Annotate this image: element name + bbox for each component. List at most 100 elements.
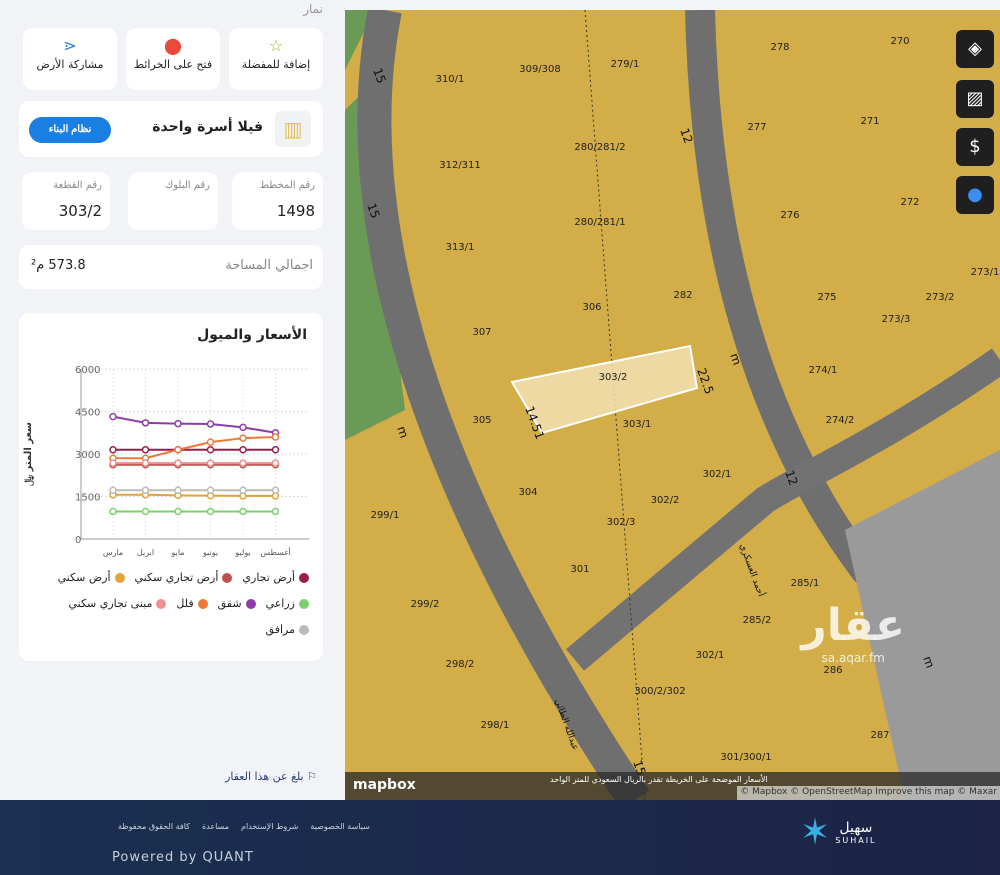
parcel-label: 276 xyxy=(780,210,799,221)
y-tick-label: 3000 xyxy=(75,450,100,461)
label: رقم القطعة xyxy=(53,180,102,191)
parcel-label: 298/2 xyxy=(446,659,475,670)
parcel-label: 285/1 xyxy=(791,578,820,589)
y-axis-label: سعر المتر ﷼ xyxy=(23,422,34,486)
parcel-label: 303/1 xyxy=(623,419,652,430)
x-tick-label: يونيو xyxy=(202,548,218,557)
legend-item[interactable]: مبنى تجاري سكني xyxy=(68,597,167,610)
data-point xyxy=(239,434,247,442)
data-point xyxy=(239,459,247,467)
terms-link[interactable]: شروط الإستخدام xyxy=(240,822,299,831)
report-link[interactable]: ⚐ بلغ عن هذا العقار xyxy=(225,770,317,783)
price-icon[interactable]: $ xyxy=(956,128,994,166)
parcel-label: 270 xyxy=(890,36,909,47)
parcel-label: 302/1 xyxy=(696,650,725,661)
label: رقم المخطط xyxy=(259,180,315,191)
globe-icon[interactable]: ● xyxy=(956,176,994,214)
street-label: 15 xyxy=(364,201,382,220)
satellite-icon[interactable]: ▨ xyxy=(956,80,994,118)
x-tick-label: يوليو xyxy=(234,548,250,557)
parcel-label: 285/2 xyxy=(743,615,772,626)
parcel-label: 309/308 xyxy=(519,64,561,75)
parcel-label: 275 xyxy=(817,292,836,303)
data-point xyxy=(141,419,150,427)
mapbox-logo[interactable]: mapbox xyxy=(353,777,416,793)
data-point xyxy=(206,507,215,516)
district-label: نمار xyxy=(303,2,323,16)
legend-item[interactable]: أرض تجاري سكني xyxy=(135,571,233,584)
parcel-label: 299/1 xyxy=(371,510,400,521)
help-link[interactable]: مساعدة xyxy=(201,822,229,831)
parcel-label: 274/1 xyxy=(809,365,838,376)
parcel-label: 287 xyxy=(870,730,889,741)
data-point xyxy=(109,507,117,516)
building-icon: ▥ xyxy=(275,111,311,147)
legend-item[interactable]: فلل xyxy=(176,597,208,610)
series-line xyxy=(113,436,276,460)
parcel-label: 302/1 xyxy=(703,469,732,480)
data-point xyxy=(141,486,150,495)
legend-item[interactable]: أرض سكني xyxy=(58,571,125,584)
street-label: m xyxy=(920,654,937,670)
label: فتح على الخرائط xyxy=(133,58,213,71)
parcel-label: 301 xyxy=(570,564,589,575)
suhail-logo: ✶ سهيل SUHAIL xyxy=(800,812,877,853)
building-system-button[interactable]: نظام البناء xyxy=(29,117,111,143)
map[interactable]: 310/1 309/308 279/1 278 270 312/311 280/281/2 2… xyxy=(345,10,1000,800)
powered-by: Powered by QUANT xyxy=(112,850,254,865)
legend-item[interactable]: زراعي xyxy=(266,597,309,610)
open-maps-button[interactable]: ⬤ فتح على الخرائط xyxy=(126,28,220,90)
map-pin-icon: ⬤ xyxy=(164,36,182,55)
parcel-label: 307 xyxy=(472,327,491,338)
x-tick-label: مايو xyxy=(170,548,184,557)
data-point xyxy=(271,486,280,495)
flag-icon: ⚐ xyxy=(307,770,317,783)
y-tick-label: 4500 xyxy=(75,408,100,419)
chart-title: الأسعار والميول xyxy=(197,327,307,343)
value: 303/2 xyxy=(58,202,102,220)
footer: سياسة الخصوصية شروط الإستخدام مساعدة كاف… xyxy=(0,800,1000,875)
series-line xyxy=(112,415,276,434)
plan-number-card: رقم المخطط 1498 xyxy=(232,172,323,230)
legend-row: زراعي شقق فلل مبنى تجاري سكني xyxy=(68,597,309,610)
watermark: عقار sa.aqar.fm xyxy=(801,600,905,665)
parcel-label: 280/281/2 xyxy=(574,142,625,153)
price-chart-card: الأسعار والميول 0 1500 3000 4500 6000 مارس ابر… xyxy=(19,313,323,661)
star-icon: ☆ xyxy=(268,36,284,55)
building-lot xyxy=(845,450,1000,800)
add-favorite-button[interactable]: ☆ إضافة للمفضلة xyxy=(229,28,323,90)
label: اجمالي المساحة xyxy=(225,258,313,273)
value: 573.8 م² xyxy=(31,258,86,273)
legend-row: مرافق xyxy=(266,623,309,636)
street-label: 12 xyxy=(782,468,800,487)
road xyxy=(565,348,1000,671)
parcel-label: 273/2 xyxy=(926,292,955,303)
y-tick-label: 1500 xyxy=(75,493,100,504)
legend-dot xyxy=(197,599,208,609)
parcel-label: 286 xyxy=(823,665,842,676)
map-canvas[interactable]: 310/1 309/308 279/1 278 270 312/311 280/281/2 2… xyxy=(345,10,1000,800)
data-point xyxy=(141,459,150,467)
parcel-label: 271 xyxy=(860,116,879,127)
data-point xyxy=(141,446,150,454)
legend-item[interactable]: شقق xyxy=(218,597,256,610)
data-point xyxy=(174,486,182,495)
data-point xyxy=(206,420,215,428)
privacy-link[interactable]: سياسة الخصوصية xyxy=(310,822,370,831)
parcel-label: 301/300/1 xyxy=(720,752,771,763)
legend-dot xyxy=(222,573,233,583)
parcel-label: 274/2 xyxy=(826,415,855,426)
parcel-label: 304 xyxy=(518,487,537,498)
parcel-label: 282 xyxy=(673,290,692,301)
parcel-label: 277 xyxy=(747,122,766,133)
legend-item[interactable]: أرض تجاري xyxy=(242,571,309,584)
data-point xyxy=(206,438,215,446)
parcel-label: 303/2 xyxy=(599,372,628,383)
attribution[interactable]: © Mapbox © OpenStreetMap Improve this ma… xyxy=(737,786,1000,800)
legend-dot xyxy=(299,599,309,609)
legend-item[interactable]: مرافق xyxy=(266,623,309,636)
parcel-label: 306 xyxy=(582,302,601,313)
layers-icon[interactable]: ◈ xyxy=(956,30,994,68)
share-button[interactable]: ⋖ مشاركة الأرض xyxy=(23,28,117,90)
parcel-label: 299/2 xyxy=(411,599,440,610)
